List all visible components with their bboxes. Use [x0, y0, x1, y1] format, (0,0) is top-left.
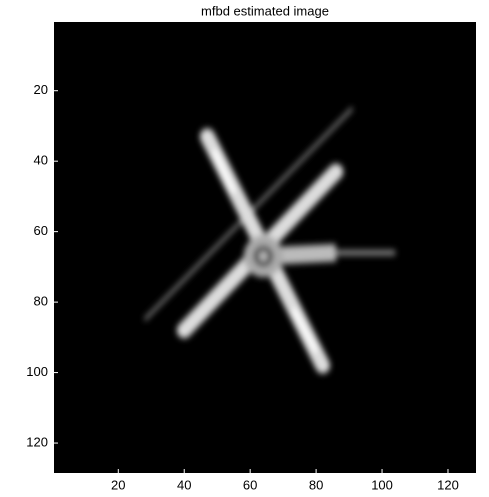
y-tick-label: 20: [34, 82, 48, 97]
y-tick-label: 120: [26, 434, 48, 449]
x-tick-label: 120: [437, 477, 459, 492]
x-tick-label: 40: [177, 477, 191, 492]
y-tick-label: 60: [34, 223, 48, 238]
x-tick-label: 100: [371, 477, 393, 492]
y-tick-label: 80: [34, 294, 48, 309]
y-tick-label: 40: [34, 153, 48, 168]
chart: mfbd estimated image 20 40 60 80 100 120 20 40 6…: [0, 0, 489, 497]
x-tick-label: 20: [111, 477, 125, 492]
chart-title: mfbd estimated image: [201, 3, 329, 18]
x-tick-label: 80: [309, 477, 323, 492]
x-tick-label: 60: [243, 477, 257, 492]
y-tick-label: 100: [26, 364, 48, 379]
